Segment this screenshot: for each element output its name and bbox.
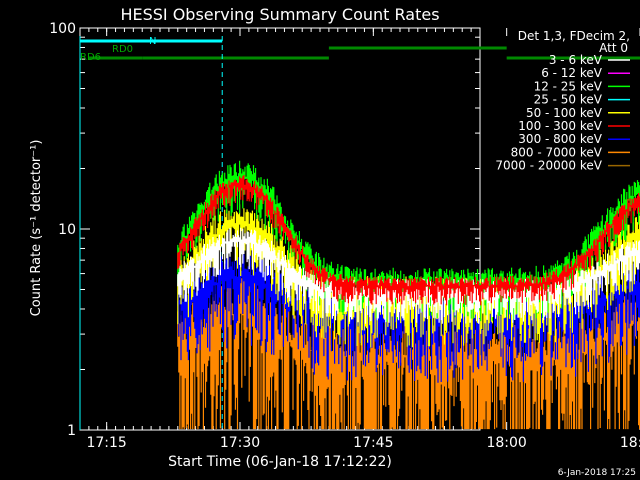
x-tick-label: 17:45 xyxy=(353,435,393,451)
y-tick-label: 10 xyxy=(58,222,76,238)
state-label-rd6: RD6 xyxy=(80,52,101,63)
x-tick-label: 17:30 xyxy=(220,435,260,451)
legend-label: 50 - 100 keV xyxy=(526,106,603,120)
legend-label: 25 - 50 keV xyxy=(534,93,603,107)
x-tick-label: 18:00 xyxy=(486,435,526,451)
legend-label: 800 - 7000 keV xyxy=(511,145,603,159)
y-axis-label: Count Rate (s⁻¹ detector⁻¹) xyxy=(29,140,44,317)
legend-label: 300 - 800 keV xyxy=(518,132,602,146)
legend-label: 12 - 25 keV xyxy=(534,79,603,93)
legend-header-line1: Det 1,3, FDecim 2, xyxy=(518,29,630,43)
legend-label: 7000 - 20000 keV xyxy=(495,159,602,173)
legend-label: 3 - 6 keV xyxy=(549,53,603,67)
y-tick-label: 100 xyxy=(49,21,76,37)
state-label-n: N xyxy=(149,36,156,47)
y-tick-label: 1 xyxy=(67,423,76,439)
series-100to300keV xyxy=(177,175,640,306)
chart-title: HESSI Observing Summary Count Rates xyxy=(120,5,439,24)
x-tick-label: 17:15 xyxy=(86,435,126,451)
x-tick-label: 18:15 xyxy=(620,435,640,451)
footer-date: 6-Jan-2018 17:25 xyxy=(558,468,636,478)
state-label-rd0: RD0 xyxy=(112,44,133,55)
plot-area: 17:1517:3017:4518:0018:1518:3018:4511010… xyxy=(49,21,640,451)
x-axis-label: Start Time (06-Jan-18 17:12:22) xyxy=(168,454,392,470)
legend-header-line2: Att 0 xyxy=(599,41,628,55)
legend-label: 6 - 12 keV xyxy=(541,66,603,80)
legend-label: 100 - 300 keV xyxy=(518,119,602,133)
